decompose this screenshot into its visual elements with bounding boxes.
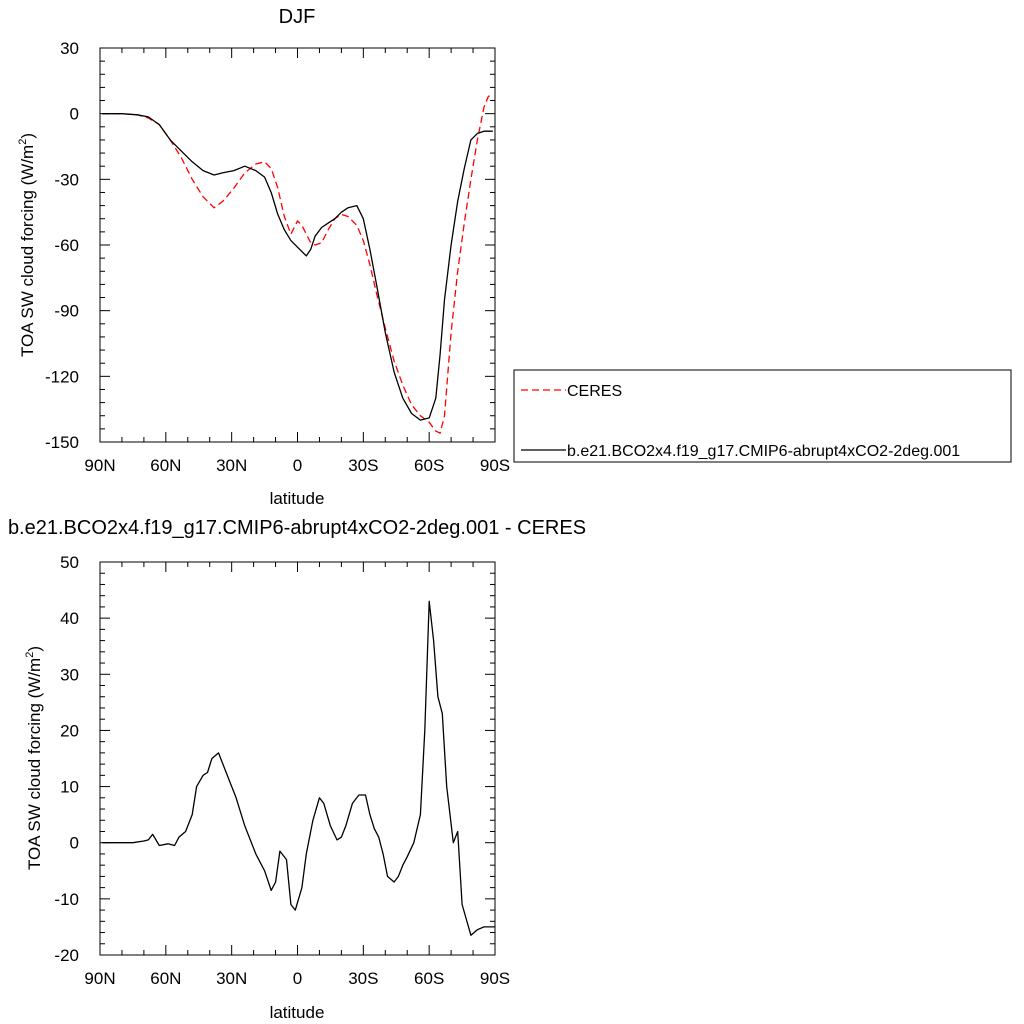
- plot-top-series: [102, 95, 493, 434]
- plot-top-y-tick-labels: 30 0 -30 -60 -90 -120 -150: [45, 39, 79, 452]
- plot-bottom-y-tick-label: -20: [54, 946, 79, 965]
- legend-label-ceres: CERES: [567, 383, 622, 400]
- plot-top: DJF 90N 60N 30N 0 30S 60S 90S 30 0 -30 -60 -90 -120…: [17, 6, 510, 508]
- plot-top-x-tick-labels: 90N 60N 30N 0 30S 60S 90S: [84, 456, 510, 475]
- plot-top-x-tick-label: 90S: [480, 456, 510, 475]
- plot-bottom-y-tick-label: 30: [60, 665, 79, 684]
- plot-bottom-x-tick-label: 30S: [348, 969, 378, 988]
- plot-bottom-ticks: [99, 561, 496, 956]
- plot-bottom-x-tick-labels: 90N 60N 30N 0 30S 60S 90S: [84, 969, 510, 988]
- plot-bottom-title: b.e21.BCO2x4.f19_g17.CMIP6-abrupt4xCO2-2…: [8, 517, 586, 539]
- plot-top-series-line-solid: [102, 113, 493, 421]
- plot-bottom-series: [102, 600, 495, 936]
- plot-top-series-line-dashed: [102, 95, 493, 434]
- plot-bottom-y-tick-label: 0: [70, 834, 79, 853]
- plot-bottom-x-axis-label: latitude: [270, 1003, 325, 1022]
- plot-bottom-y-tick-label: 20: [60, 721, 79, 740]
- plot-top-x-tick-label: 30S: [348, 456, 378, 475]
- plot-bottom: b.e21.BCO2x4.f19_g17.CMIP6-abrupt4xCO2-2…: [8, 517, 586, 1022]
- plot-bottom-y-tick-label: 10: [60, 778, 79, 797]
- plot-bottom-x-tick-label: 60N: [150, 969, 181, 988]
- plot-top-x-tick-label: 90N: [84, 456, 115, 475]
- plot-top-x-tick-label: 30N: [216, 456, 247, 475]
- plot-top-y-tick-label: -150: [45, 433, 79, 452]
- plot-bottom-y-tick-labels: 50 40 30 20 10 0 -10 -20: [54, 553, 79, 965]
- plot-top-y-tick-label: 0: [70, 105, 79, 124]
- plot-top-y-tick-label: -120: [45, 367, 79, 386]
- plot-bottom-series-line-solid: [102, 600, 495, 936]
- plot-bottom-x-tick-label: 90N: [84, 969, 115, 988]
- legend-box: [513, 369, 1012, 463]
- legend-label-model: b.e21.BCO2x4.f19_g17.CMIP6-abrupt4xCO2-2…: [567, 443, 960, 460]
- plot-bottom-y-tick-label: -10: [54, 890, 79, 909]
- plot-bottom-y-axis-label: TOA SW cloud forcing (W/m2): [24, 646, 44, 870]
- plot-top-x-tick-label: 60S: [414, 456, 444, 475]
- plot-top-y-tick-label: -90: [54, 302, 79, 321]
- plot-bottom-frame: [99, 561, 496, 956]
- plot-top-y-tick-label: 30: [60, 39, 79, 58]
- plot-top-y-tick-label: -60: [54, 236, 79, 255]
- plot-top-x-axis-label: latitude: [270, 489, 325, 508]
- plot-bottom-x-tick-label: 90S: [480, 969, 510, 988]
- plot-bottom-y-tick-label: 50: [60, 553, 79, 572]
- legend: CERES b.e21.BCO2x4.f19_g17.CMIP6-abrupt4…: [513, 369, 1012, 463]
- plot-bottom-x-tick-label: 0: [293, 969, 302, 988]
- plot-top-y-tick-label: -30: [54, 170, 79, 189]
- plot-bottom-y-tick-label: 40: [60, 609, 79, 628]
- plot-bottom-x-tick-label: 30N: [216, 969, 247, 988]
- plot-bottom-x-tick-label: 60S: [414, 969, 444, 988]
- plot-top-y-axis-label: TOA SW cloud forcing (W/m2): [17, 133, 37, 357]
- plot-top-title: DJF: [279, 6, 316, 28]
- plot-top-ticks: [99, 47, 496, 443]
- plot-top-x-tick-label: 0: [293, 456, 302, 475]
- plot-top-x-tick-label: 60N: [150, 456, 181, 475]
- plot-top-frame: [99, 47, 496, 443]
